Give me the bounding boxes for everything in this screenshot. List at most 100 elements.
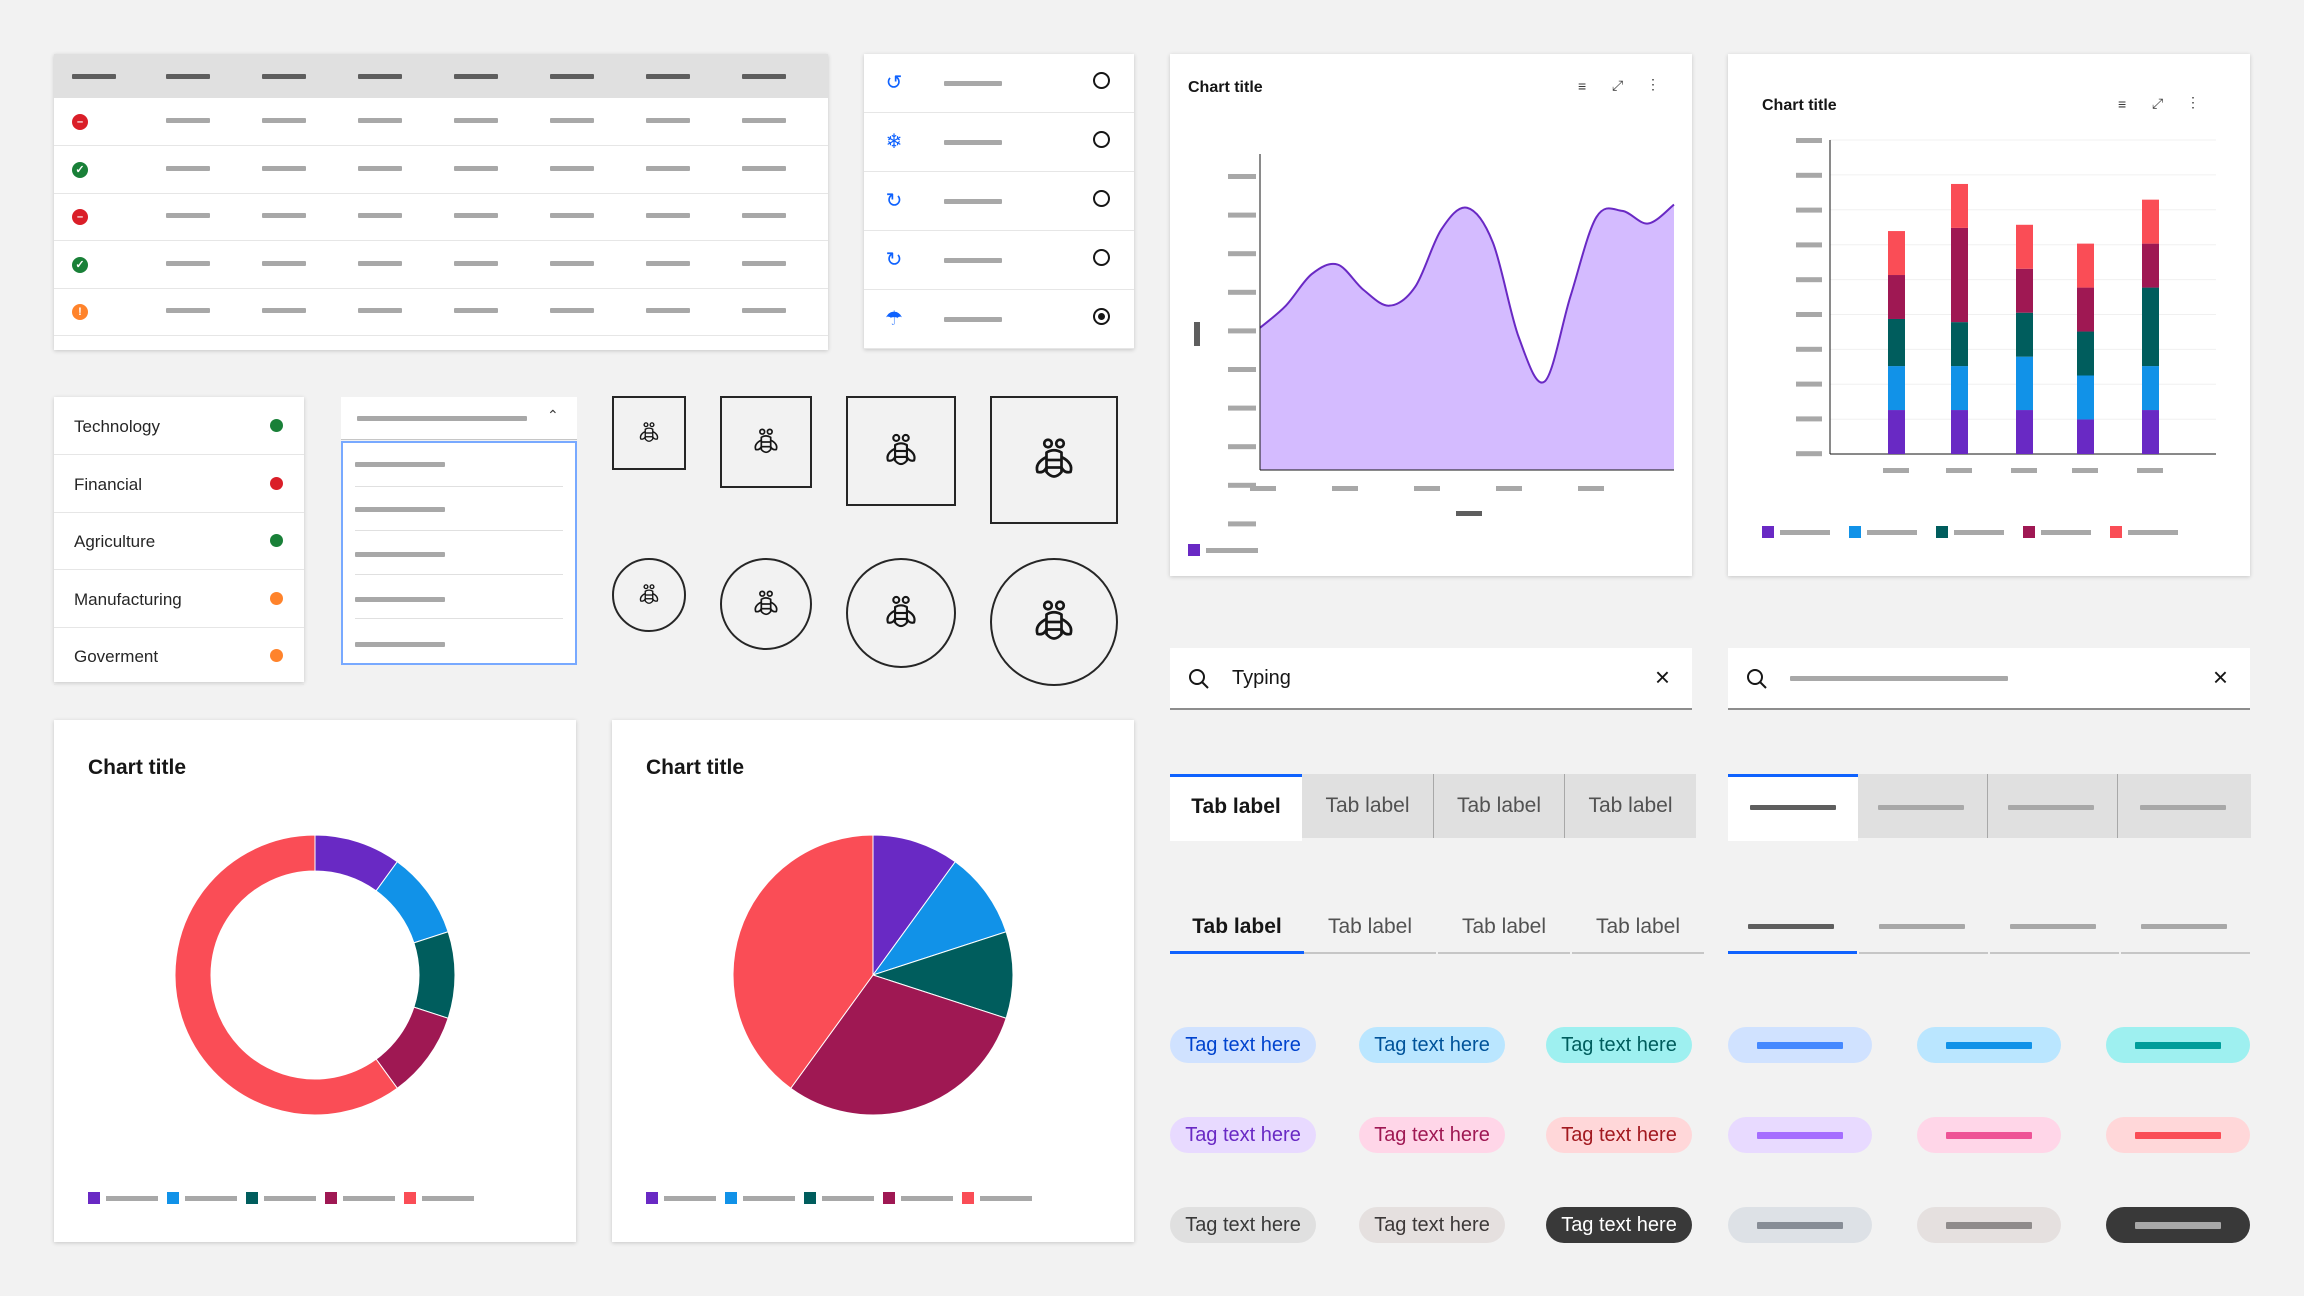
tag-placeholder[interactable] [1728,1117,1872,1153]
bar-segment[interactable] [2142,287,2159,367]
bar-segment[interactable] [2077,331,2094,376]
bar-segment[interactable] [2142,410,2159,454]
search-value[interactable]: Typing [1232,667,1291,689]
tab-1[interactable] [1728,904,1857,954]
radio-list-item[interactable]: ☂ [864,290,1134,349]
pie-slice[interactable] [732,834,874,1089]
column-header-6[interactable] [550,74,594,79]
column-header-2[interactable] [166,74,210,79]
tab-1[interactable]: Tab label [1170,904,1304,954]
tag[interactable]: Tag text here [1359,1117,1505,1153]
bar-segment[interactable] [2016,224,2033,269]
clear-icon[interactable]: × [1654,662,1670,692]
table-row[interactable]: – [54,98,828,146]
tag[interactable]: Tag text here [1170,1207,1316,1243]
tab-3[interactable]: Tab label [1438,904,1570,954]
tag[interactable]: Tag text here [1170,1117,1316,1153]
tag-placeholder[interactable] [2106,1117,2250,1153]
tag-placeholder[interactable] [1917,1027,2061,1063]
tab-4[interactable]: Tab label [1564,774,1696,838]
tab-2[interactable] [1858,774,1987,838]
bar-segment[interactable] [2016,410,2033,454]
tab-4[interactable] [2117,774,2251,838]
bar-segment[interactable] [2016,312,2033,357]
column-header-1[interactable] [72,74,116,79]
clear-icon[interactable]: × [2212,662,2228,692]
bar-segment[interactable] [2142,199,2159,244]
maximize-icon[interactable]: ⤢ [2152,95,2164,111]
dropdown-option[interactable] [343,619,575,663]
column-header-5[interactable] [454,74,498,79]
tab-2[interactable]: Tab label [1304,904,1436,954]
dropdown-option[interactable] [343,575,575,619]
dropdown-trigger[interactable]: ⌃ [341,397,577,440]
radio-button[interactable] [1093,249,1110,266]
pie-slice[interactable] [413,931,456,1019]
search-input[interactable]: Typing × [1170,648,1692,710]
radio-button[interactable] [1093,72,1110,89]
radio-button[interactable] [1093,131,1110,148]
search-input-empty[interactable]: × [1728,648,2250,710]
tab-4[interactable]: Tab label [1572,904,1704,954]
column-header-7[interactable] [646,74,690,79]
tab-2[interactable]: Tab label [1302,774,1433,838]
list-item[interactable]: Goverment [54,627,304,685]
bar-segment[interactable] [2142,243,2159,288]
tag-placeholder[interactable] [2106,1027,2250,1063]
radio-list-item[interactable]: ❄ [864,113,1134,172]
tab-1[interactable] [1728,774,1858,841]
dropdown[interactable]: ⌃ [341,397,577,669]
bar-segment[interactable] [1951,322,1968,367]
tag-placeholder[interactable] [1728,1027,1872,1063]
tag-placeholder[interactable] [2106,1207,2250,1243]
tab-3[interactable]: Tab label [1433,774,1564,838]
tag[interactable]: Tag text here [1546,1117,1692,1153]
tag[interactable]: Tag text here [1546,1027,1692,1063]
table-row[interactable]: ! [54,288,828,336]
bar-segment[interactable] [1951,410,1968,454]
list-item[interactable]: Technology [54,397,304,455]
dropdown-option[interactable] [343,487,575,531]
bar-segment[interactable] [1888,318,1905,367]
table-row[interactable]: ✓ [54,146,828,194]
tab-3[interactable] [1987,774,2118,838]
table-row[interactable]: ✓ [54,241,828,289]
overflow-menu-icon[interactable]: ⋮ [2186,94,2200,110]
tag[interactable]: Tag text here [1359,1027,1505,1063]
bar-segment[interactable] [1888,275,1905,319]
radio-button[interactable] [1093,308,1110,325]
list-item[interactable]: Agriculture [54,512,304,570]
bar-segment[interactable] [1888,231,1905,276]
list-item[interactable]: Manufacturing [54,570,304,628]
table-view-icon[interactable]: ≡ [2118,96,2127,112]
radio-button[interactable] [1093,190,1110,207]
tag-placeholder[interactable] [1728,1207,1872,1243]
radio-list-item[interactable]: ↻ [864,172,1134,231]
pie-slice[interactable] [174,834,398,1116]
bar-segment[interactable] [2142,366,2159,411]
pie-slice[interactable] [872,834,956,977]
radio-list-item[interactable]: ↻ [864,231,1134,290]
list-item[interactable]: Financial [54,455,304,513]
pie-slice[interactable] [871,931,1014,1019]
tab-3[interactable] [1990,904,2119,954]
dropdown-option[interactable] [343,443,575,487]
tag-placeholder[interactable] [1917,1117,2061,1153]
overflow-menu-icon[interactable]: ⋮ [1646,76,1660,92]
tag-placeholder[interactable] [1917,1207,2061,1243]
column-header-8[interactable] [742,74,786,79]
radio-list-item[interactable]: ↺ [864,54,1134,113]
bar-segment[interactable] [2016,356,2033,411]
column-header-3[interactable] [262,74,306,79]
bar-segment[interactable] [1888,366,1905,411]
bar-segment[interactable] [2016,268,2033,313]
dropdown-option[interactable] [343,531,575,575]
tab-1[interactable]: Tab label [1170,774,1302,841]
bar-segment[interactable] [1951,366,1968,411]
maximize-icon[interactable]: ⤢ [1612,77,1624,93]
table-row[interactable]: – [54,193,828,241]
bar-segment[interactable] [2077,375,2094,420]
pie-slice[interactable] [790,974,1007,1116]
table-view-icon[interactable]: ≡ [1578,78,1587,94]
tab-2[interactable] [1859,904,1988,954]
